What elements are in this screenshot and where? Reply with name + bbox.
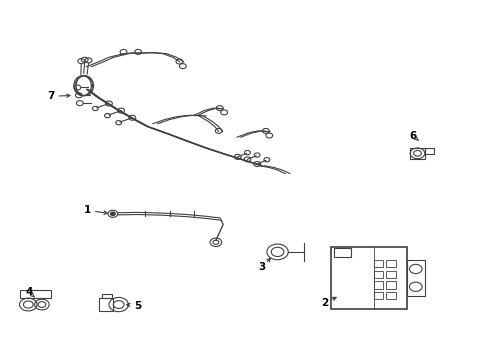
Text: 3: 3 xyxy=(258,262,266,272)
Text: 7: 7 xyxy=(47,91,54,102)
Text: 4: 4 xyxy=(25,287,32,297)
Circle shape xyxy=(110,212,115,216)
Text: 6: 6 xyxy=(409,131,416,140)
Text: 1: 1 xyxy=(83,205,91,215)
Text: 2: 2 xyxy=(321,298,329,308)
Text: 5: 5 xyxy=(134,301,142,311)
